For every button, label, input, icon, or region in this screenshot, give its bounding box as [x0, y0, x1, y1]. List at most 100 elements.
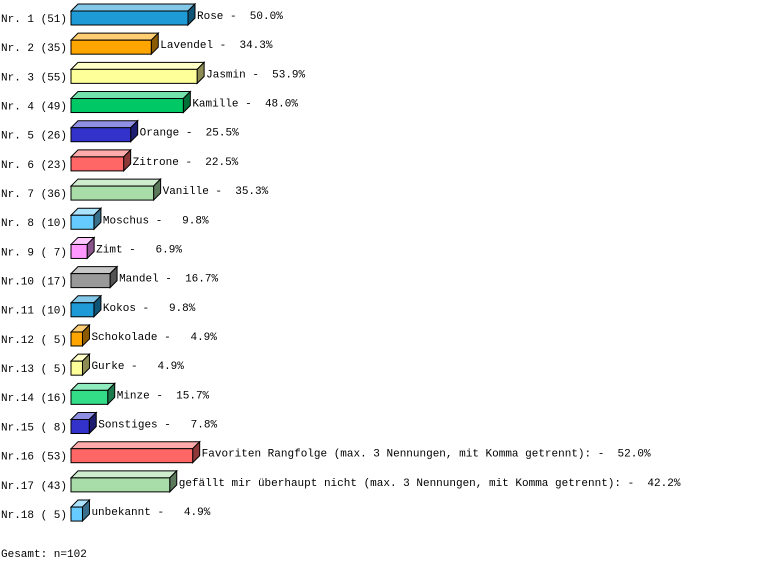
label-name: Moschus -: [103, 215, 162, 227]
bar-front: [70, 302, 95, 318]
value-label: 4.9%: [190, 332, 217, 344]
value-label: 35.3%: [235, 186, 268, 198]
category-label: Nr.12 ( 5): [1, 335, 67, 347]
label-name: Schokolade -: [91, 332, 170, 344]
bar-front: [70, 156, 125, 172]
label-name: Lavendel -: [160, 40, 226, 52]
bar-label: Sonstiges - 7.8%: [98, 419, 217, 431]
bar: [69, 440, 201, 464]
category-label: Nr. 8 (10): [1, 218, 67, 230]
bar-front: [70, 506, 83, 522]
value-label: 4.9%: [157, 361, 184, 373]
label-name: Orange -: [140, 128, 193, 140]
bar: [69, 31, 160, 56]
bar-label: Gurke - 4.9%: [91, 361, 184, 373]
bar-top: [69, 149, 132, 158]
bar-front: [70, 477, 171, 493]
category-label: Nr. 7 (36): [1, 189, 67, 201]
value-label: 9.8%: [182, 215, 209, 227]
bar-front: [70, 39, 152, 55]
label-name: Minze -: [117, 390, 163, 402]
bar: [69, 469, 178, 494]
bar: [69, 236, 96, 260]
label-name: gefällt mir überhaupt nicht (max. 3 Nenn…: [179, 478, 634, 490]
bar-label: Kokos - 9.8%: [103, 303, 196, 315]
bar-label: Lavendel - 34.3%: [160, 40, 273, 52]
bar-label: Minze - 15.7%: [117, 390, 210, 402]
label-name: Kamille -: [192, 98, 251, 110]
bar-front: [70, 10, 189, 26]
bar-label: Favoriten Rangfolge (max. 3 Nennungen, m…: [202, 449, 651, 461]
bar: [69, 411, 98, 435]
label-name: Jasmin -: [206, 69, 259, 81]
bar-label: Kamille - 48.0%: [192, 98, 298, 110]
bar: [69, 323, 91, 348]
label-name: Vanille -: [163, 186, 222, 198]
category-label: Nr. 2 (35): [1, 43, 67, 55]
value-label: 6.9%: [156, 244, 183, 256]
bar-top: [69, 91, 192, 100]
category-label: Nr. 6 (23): [1, 160, 67, 172]
bar-label: Vanille - 35.3%: [163, 186, 269, 198]
bar-front: [70, 185, 155, 201]
bar-label: Mandel - 16.7%: [119, 274, 218, 286]
category-label: Nr. 9 ( 7): [1, 247, 67, 259]
bar: [69, 177, 162, 202]
bar-top: [69, 266, 119, 275]
label-name: Gurke -: [91, 361, 137, 373]
bar: [69, 265, 119, 289]
bar-top: [69, 178, 162, 187]
bar-front: [70, 389, 109, 405]
value-label: 9.8%: [169, 303, 196, 315]
label-name: Kokos -: [103, 303, 149, 315]
value-label: 4.9%: [184, 507, 211, 519]
bar-front: [70, 68, 198, 84]
bar: [69, 498, 91, 523]
category-label: Nr. 1 (51): [1, 14, 67, 26]
value-label: 52.0%: [618, 449, 651, 461]
category-label: Nr.17 (43): [1, 481, 67, 493]
value-label: 15.7%: [176, 390, 209, 402]
bar: [69, 352, 91, 377]
bar-top: [69, 32, 160, 41]
label-name: unbekannt -: [91, 507, 164, 519]
value-label: 25.5%: [206, 128, 239, 140]
bar-front: [70, 419, 90, 435]
label-name: Favoriten Rangfolge (max. 3 Nennungen, m…: [202, 449, 605, 461]
bar-label: unbekannt - 4.9%: [91, 507, 210, 519]
label-name: Sonstiges -: [98, 419, 171, 431]
bar-front: [70, 214, 95, 230]
category-label: Nr.18 ( 5): [1, 510, 67, 522]
bar-front: [70, 448, 194, 464]
bar: [69, 2, 197, 27]
value-label: 7.8%: [191, 419, 218, 431]
bar-front: [70, 331, 83, 347]
category-label: Nr.14 (16): [1, 393, 67, 405]
label-name: Zitrone -: [133, 157, 192, 169]
category-label: Nr.13 ( 5): [1, 364, 67, 376]
value-label: 16.7%: [185, 274, 218, 286]
bar-label: gefällt mir überhaupt nicht (max. 3 Nenn…: [179, 478, 681, 490]
bar-front: [70, 127, 132, 143]
value-label: 53.9%: [272, 69, 305, 81]
label-name: Zimt -: [96, 244, 136, 256]
bar-label: Jasmin - 53.9%: [206, 69, 305, 81]
value-label: 42.2%: [647, 478, 680, 490]
bar-top: [69, 3, 197, 12]
bar-front: [70, 360, 83, 376]
bar-top: [69, 470, 178, 479]
label-name: Mandel -: [119, 274, 172, 286]
bar-label: Zimt - 6.9%: [96, 244, 182, 256]
category-label: Nr.15 ( 8): [1, 422, 67, 434]
bar-label: Moschus - 9.8%: [103, 215, 209, 227]
bar-top: [69, 441, 201, 450]
value-label: 50.0%: [250, 11, 283, 23]
bar-front: [70, 98, 184, 114]
bar: [69, 382, 116, 406]
value-label: 34.3%: [239, 40, 272, 52]
category-label: Nr.16 (53): [1, 452, 67, 464]
category-label: Nr. 3 (55): [1, 72, 67, 84]
bar: [69, 119, 139, 143]
